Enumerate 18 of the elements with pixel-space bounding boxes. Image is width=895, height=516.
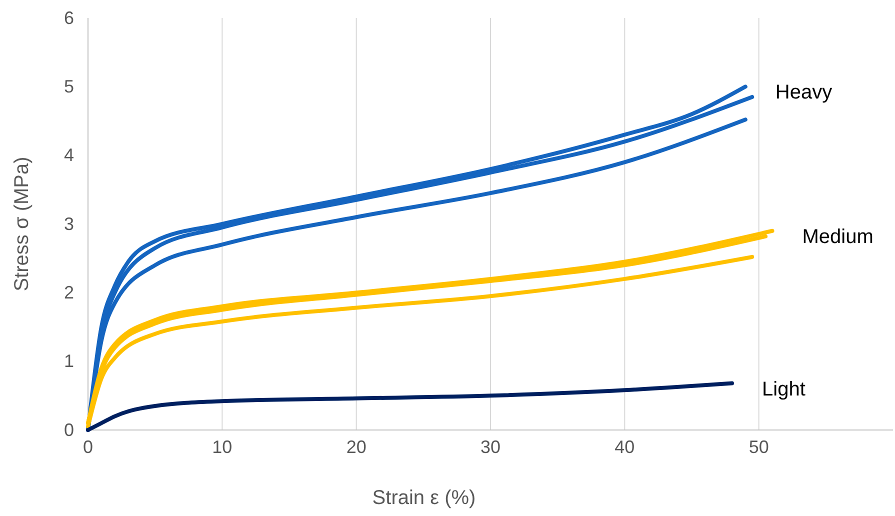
x-tick-label: 20	[346, 436, 366, 457]
y-tick-label: 3	[64, 214, 74, 234]
y-tick-label: 1	[64, 351, 74, 372]
x-tick-label: 40	[614, 436, 635, 457]
y-tick-label: 2	[64, 282, 74, 302]
y-tick-label: 0	[64, 420, 74, 440]
series-label: Medium	[802, 226, 874, 248]
y-tick-label: 4	[64, 145, 74, 166]
x-tick-label: 50	[748, 436, 769, 457]
x-tick-label: 0	[82, 436, 94, 457]
x-axis-title: Strain ε (%)	[372, 487, 476, 509]
y-tick-label: 6	[64, 8, 74, 28]
x-tick-label: 10	[212, 436, 232, 457]
y-tick-label: 5	[64, 76, 74, 96]
series-label: Heavy	[775, 82, 832, 104]
x-tick-label: 30	[480, 436, 501, 457]
y-axis-title: Stress σ (MPa)	[11, 156, 33, 292]
series-label: Light	[762, 378, 806, 400]
